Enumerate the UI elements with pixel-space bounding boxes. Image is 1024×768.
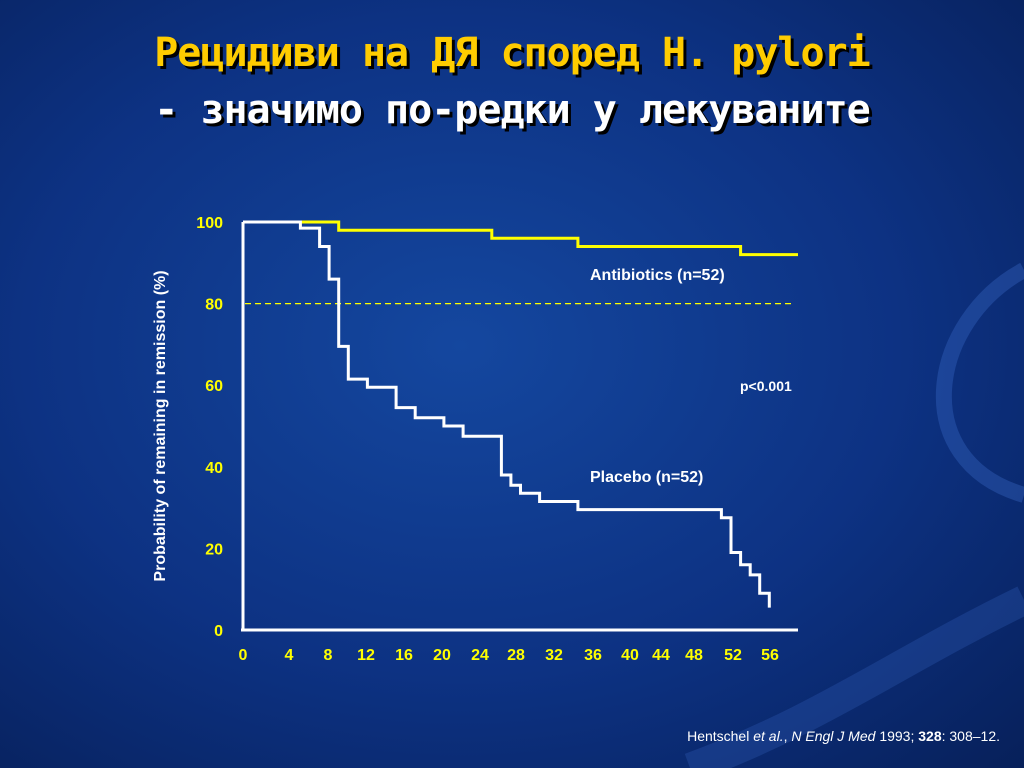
x-tick-label: 24 [471, 647, 489, 664]
y-tick-label: 80 [205, 297, 223, 314]
x-tick-label: 40 [621, 647, 639, 664]
x-tick-label: 20 [433, 647, 451, 664]
slide-title-line-1: Рецидиви на ДЯ според H. pylori [154, 30, 871, 76]
y-tick-label: 60 [205, 378, 223, 395]
x-tick-label: 12 [357, 647, 375, 664]
x-tick-label: 48 [685, 647, 703, 664]
x-tick-label: 56 [761, 647, 779, 664]
p-value-annotation: p<0.001 [740, 378, 792, 394]
antibiotics-series-line [243, 220, 798, 257]
x-tick-label: 16 [395, 647, 413, 664]
series-label: Placebo (n=52) [590, 469, 703, 486]
x-tick-label: 44 [652, 647, 670, 664]
series-label: Antibiotics (n=52) [590, 267, 725, 284]
citation-volume: 328 [918, 728, 942, 744]
citation-authors: Hentschel [687, 728, 750, 744]
citation-journal: N Engl J Med [791, 728, 876, 744]
y-axis-label: Probability of remaining in remission (%… [152, 270, 169, 581]
y-tick-label: 100 [196, 215, 223, 232]
citation-year: 1993; [879, 728, 915, 744]
chart-axes [241, 222, 798, 632]
y-tick-label: 40 [205, 460, 223, 477]
slide-title-line-2: - значимо по-редки у лекуваните [154, 87, 871, 133]
y-tick-label: 0 [214, 623, 223, 640]
citation: Hentschel et al., N Engl J Med 1993; 328… [687, 728, 1000, 744]
x-tick-label: 28 [507, 647, 525, 664]
series-layer [243, 220, 798, 608]
x-tick-label: 8 [324, 647, 333, 664]
x-tick-label: 52 [724, 647, 742, 664]
y-tick-label: 20 [205, 541, 223, 558]
citation-etal: et al. [753, 728, 784, 744]
x-tick-label: 36 [584, 647, 602, 664]
citation-pages: : 308–12. [941, 728, 1000, 744]
x-tick-label: 0 [239, 647, 248, 664]
x-tick-label: 32 [545, 647, 563, 664]
x-tick-label: 4 [285, 647, 294, 664]
placebo-series-line [243, 220, 771, 608]
